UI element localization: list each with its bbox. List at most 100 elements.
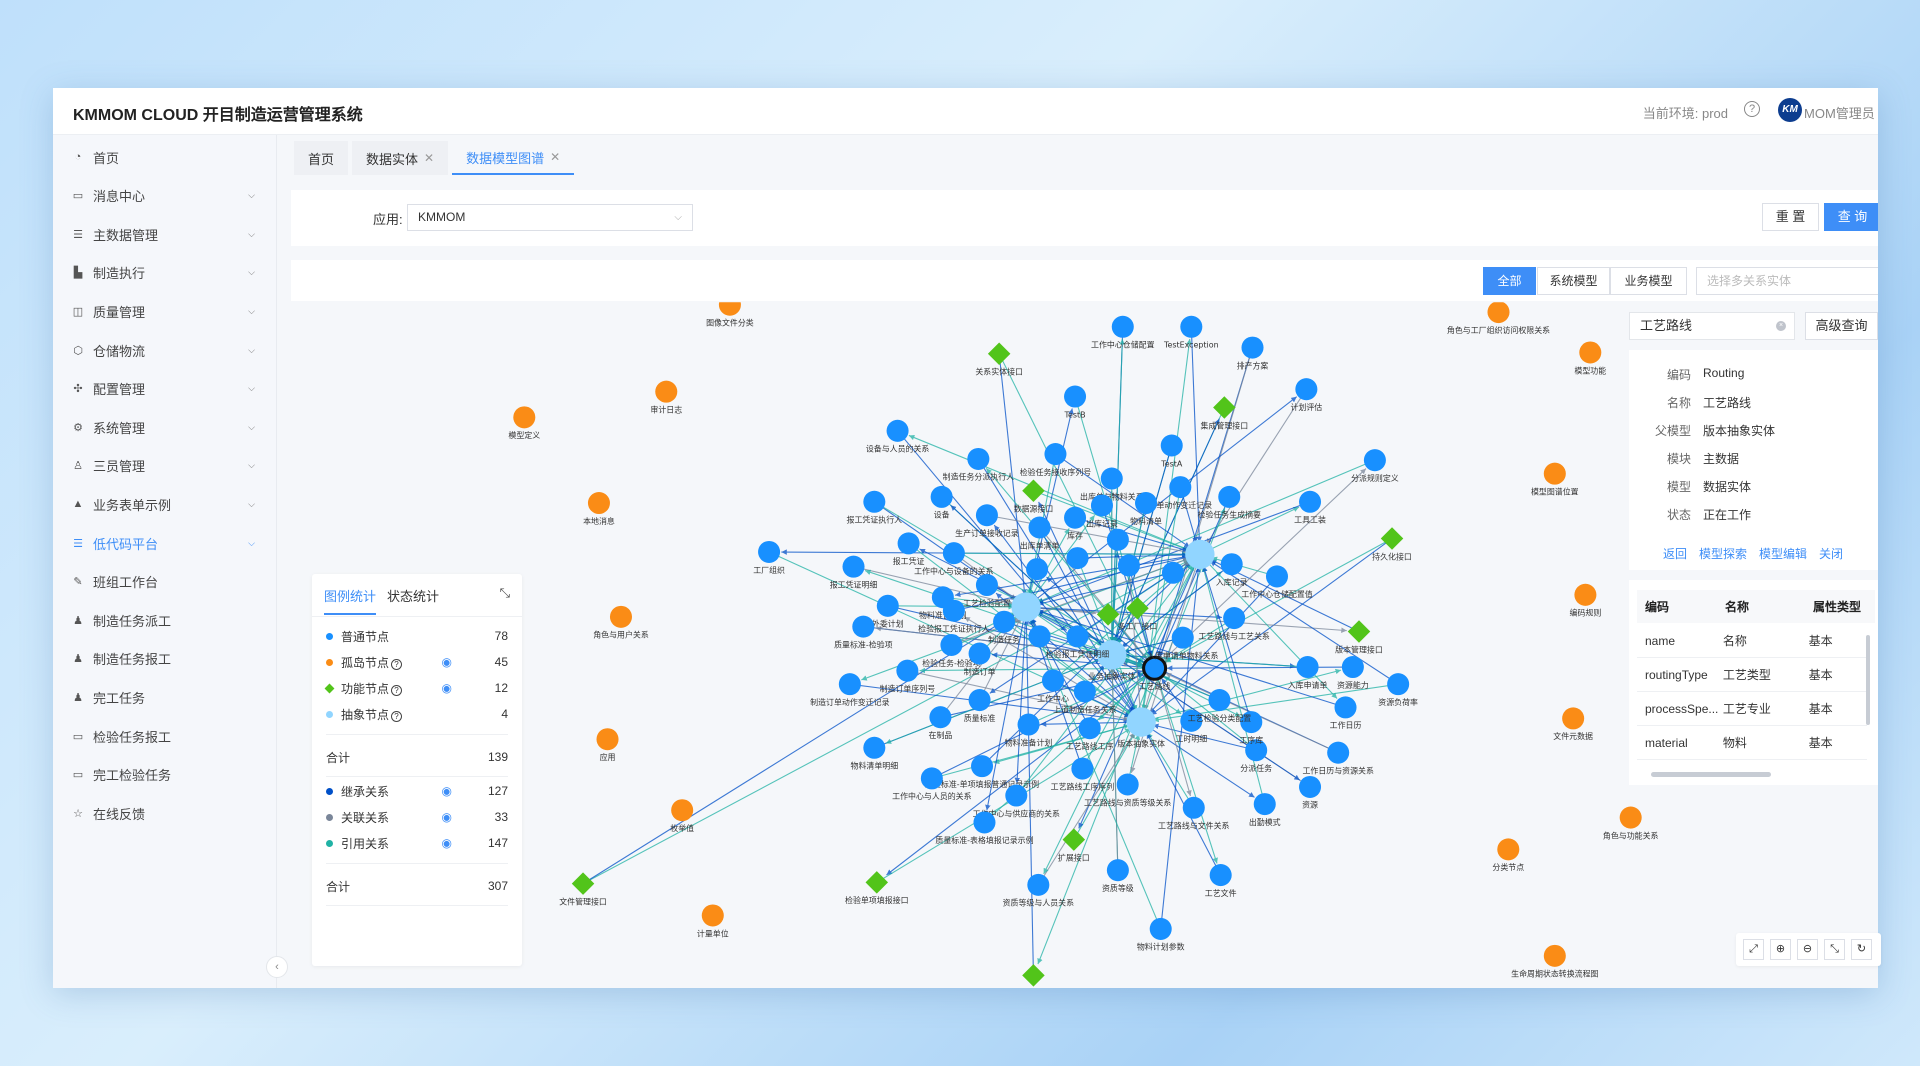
graph-node-orphan[interactable]: 模型定义 — [508, 406, 540, 440]
graph-node-normal[interactable]: 库存 — [1064, 506, 1087, 541]
graph-node-normal[interactable]: 排产方案 — [1237, 336, 1269, 371]
graph-node-normal[interactable]: 工艺检验配置 — [963, 574, 1011, 608]
graph-node-function[interactable]: 版本管理接口 — [1335, 620, 1383, 654]
graph-node-function[interactable]: 集成管理接口 — [1201, 396, 1249, 430]
graph-node-abstract[interactable] — [1011, 592, 1041, 622]
sidebar-item[interactable]: ▭ 完工检验任务 — [53, 758, 277, 792]
graph-node-normal[interactable]: 工艺检验分类配置 — [1188, 689, 1252, 723]
graph-node-normal[interactable]: 入库申请单 — [1288, 656, 1328, 690]
graph-node-orphan[interactable]: 应用 — [596, 728, 619, 762]
avatar[interactable]: KM — [1778, 98, 1802, 122]
graph-node-normal[interactable]: 工艺路线与工艺关系 — [1198, 607, 1270, 641]
graph-node-abstract[interactable] — [1185, 539, 1215, 570]
column-header[interactable]: 编码 — [1645, 600, 1670, 614]
action-link-0[interactable]: 返回 — [1663, 547, 1688, 561]
table-row[interactable]: name 名称 基本 — [1637, 624, 1867, 658]
graph-node-orphan[interactable]: 角色与功能关系 — [1603, 806, 1659, 841]
graph-node-normal[interactable]: 工作日历与资源关系 — [1302, 741, 1374, 776]
graph-node-orphan[interactable]: 编码规则 — [1570, 583, 1602, 618]
user-name[interactable]: MOM管理员 — [1804, 106, 1875, 121]
table-row[interactable]: processSpe... 工艺专业 基本 — [1637, 692, 1867, 726]
graph-node-normal[interactable]: 入库申请单物料关系 — [1147, 626, 1219, 661]
graph-node-normal[interactable]: 检验报工凭证明细 — [1046, 625, 1110, 659]
graph-node-normal[interactable]: 出库记录 — [1086, 494, 1118, 528]
graph-node-normal[interactable]: 资源能力 — [1337, 656, 1369, 690]
graph-node-normal[interactable]: 工作中心仓储配置 — [1091, 315, 1155, 350]
graph-node-normal[interactable]: 物料计划参数 — [1137, 917, 1185, 952]
graph-node-normal[interactable]: 出库单清单 — [1020, 516, 1060, 550]
sidebar-item[interactable]: ♟ 制造任务报工 — [53, 642, 277, 676]
graph-node-function[interactable] — [1096, 603, 1120, 626]
graph-node-normal[interactable]: 工艺路线与文件关系 — [1158, 796, 1230, 831]
graph-node-normal[interactable]: TestException — [1163, 315, 1219, 350]
graph-node-normal[interactable]: 物料准备计划 — [1005, 713, 1053, 748]
filter-system-model[interactable]: 系统模型 — [1537, 267, 1610, 295]
graph-node-orphan[interactable]: 模型图谱位置 — [1531, 462, 1579, 497]
sidebar-item[interactable]: ♟ 制造任务派工 — [53, 603, 277, 637]
graph-node-normal[interactable]: 工序库 — [1239, 711, 1263, 745]
graph-node-normal[interactable]: 检验报工凭证执行人 — [918, 599, 990, 634]
graph-node-normal[interactable]: 质量标准 — [964, 689, 996, 723]
graph-node-normal[interactable]: 报工凭证 — [893, 532, 925, 566]
tab-status-stats[interactable]: 状态统计 — [387, 589, 440, 604]
eye-icon[interactable]: ◉ — [441, 655, 452, 669]
graph-node-orphan[interactable]: 本地消息 — [583, 492, 615, 526]
column-header[interactable]: 名称 — [1725, 600, 1750, 614]
graph-node-function[interactable]: 关系实体接口 — [975, 342, 1023, 377]
reset-button[interactable]: 重 置 — [1762, 203, 1819, 231]
table-row[interactable]: material 物料 基本 — [1637, 726, 1867, 760]
graph-node-function[interactable]: 数据源接口 — [1014, 479, 1054, 514]
graph-node-orphan[interactable]: 角色与工厂组织访问权限关系 — [1447, 301, 1550, 335]
graph-node-normal[interactable] — [1106, 528, 1129, 551]
graph-node-normal[interactable]: 制造任务 — [988, 610, 1020, 645]
collapse-icon[interactable]: ⤡ — [499, 585, 510, 600]
graph-node-normal[interactable]: 工作中心与供应商的关系 — [973, 784, 1060, 819]
graph-node-normal[interactable] — [1066, 547, 1089, 570]
graph-node-normal[interactable]: 外委计划 — [872, 594, 904, 629]
zoom-out-icon[interactable]: ⊖ — [1797, 939, 1818, 960]
fullscreen-icon[interactable]: ⤢ — [1743, 939, 1764, 960]
graph-node-normal[interactable] — [1117, 554, 1140, 577]
graph-node-normal[interactable]: 质量标准-检验项 — [834, 615, 893, 650]
graph-node-normal[interactable]: 制造订单动作变迁记录 — [810, 673, 890, 707]
sidebar-item[interactable]: ☆ 在线反馈 — [53, 796, 277, 830]
sidebar-item[interactable]: ♟ 完工任务 — [53, 680, 277, 714]
action-link-2[interactable]: 模型编辑 — [1759, 547, 1808, 561]
graph-node-normal[interactable]: 订单动作变迁记录 — [1149, 476, 1213, 510]
graph-node-orphan[interactable]: 文件元数据 — [1553, 707, 1593, 741]
graph-node-normal[interactable]: 上道制造任务关系 — [1053, 680, 1117, 714]
sidebar-item[interactable]: ▭ 检验任务报工 — [53, 719, 277, 753]
tab-0[interactable]: 首页 — [294, 141, 349, 175]
tab-legend-stats[interactable]: 图例统计 — [324, 586, 377, 615]
horizontal-scrollbar[interactable] — [1651, 772, 1771, 777]
zoom-in-icon[interactable]: ⊕ — [1770, 939, 1791, 960]
sidebar-item[interactable]: ◫ 质量管理 ⌵ — [53, 294, 277, 328]
graph-node-normal[interactable]: TestA — [1160, 434, 1183, 468]
app-select[interactable]: KMMOM ⌵ — [407, 204, 693, 231]
graph-node-normal[interactable]: 质量标准-单项填报普通记录示例 — [925, 755, 1039, 789]
graph-node-function[interactable] — [1022, 964, 1045, 987]
fit-icon[interactable]: ⤡ — [1824, 939, 1845, 960]
close-icon[interactable]: ✕ — [550, 150, 561, 164]
table-row[interactable]: routingType 工艺类型 基本 — [1637, 658, 1867, 692]
help-icon[interactable]: ? — [1744, 101, 1760, 117]
graph-node-normal[interactable]: 工作中心 — [1037, 669, 1069, 703]
graph-node-normal[interactable]: 工艺文件 — [1205, 864, 1237, 898]
graph-node-normal[interactable]: 计划评估 — [1290, 378, 1322, 412]
sidebar-item[interactable]: ⚙ 系统管理 ⌵ — [53, 410, 277, 444]
sidebar-item[interactable]: ✣ 配置管理 ⌵ — [53, 372, 277, 406]
graph-node-normal[interactable] — [1028, 625, 1051, 648]
graph-node-orphan[interactable]: 生命周期状态转换流程图 — [1511, 944, 1599, 979]
sidebar-item[interactable]: ♙ 三员管理 ⌵ — [53, 449, 277, 483]
graph-node-normal[interactable]: 工时明细 — [1175, 709, 1207, 744]
graph-node-normal[interactable]: 工艺路线工序 — [1066, 717, 1114, 751]
sidebar-item[interactable]: ◔ 首页 — [53, 140, 277, 174]
clear-icon[interactable]: × — [1776, 321, 1786, 331]
graph-node-normal[interactable]: 工作中心与设备的关系 — [914, 542, 994, 576]
graph-node-normal[interactable]: 制造订单 — [964, 642, 996, 677]
graph-node-normal[interactable] — [1026, 558, 1049, 581]
graph-node-normal[interactable]: 资质等级 — [1102, 859, 1134, 893]
graph-node-normal[interactable]: 工作中心仓储配置值 — [1241, 565, 1313, 599]
graph-node-normal[interactable]: 分派任务 — [1240, 739, 1272, 773]
sidebar-item[interactable]: ✎ 班组工作台 — [53, 565, 277, 599]
